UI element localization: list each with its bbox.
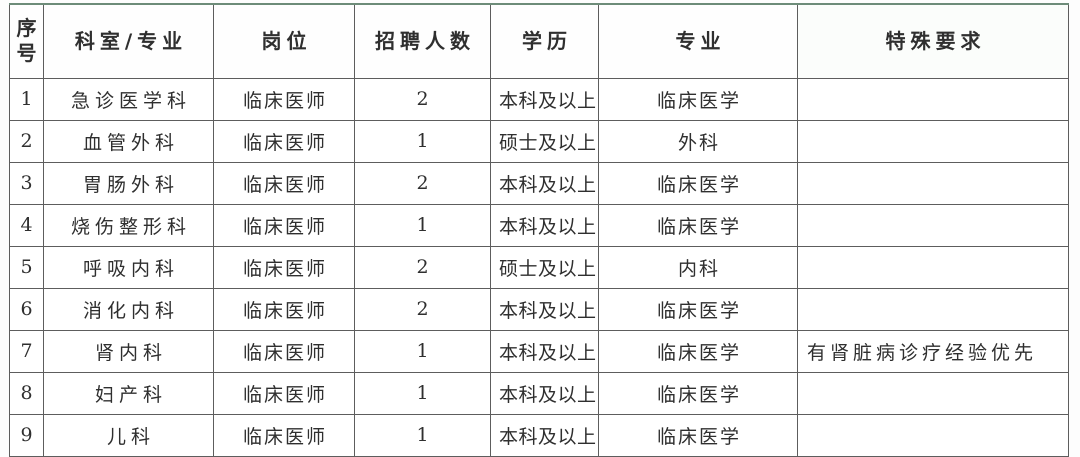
cell-major: 临床医学 <box>598 203 798 247</box>
header-row: 序号 科室/专业 岗位 招聘人数 学历 专业 特殊要求 <box>9 3 1069 79</box>
cell-major: 临床医学 <box>598 287 798 331</box>
cell-position: 临床医师 <box>213 329 355 373</box>
cell-major: 外科 <box>598 119 798 163</box>
cell-major: 内科 <box>598 245 798 289</box>
cell-department: 呼吸内科 <box>43 245 214 289</box>
cell-education: 本科及以上 <box>490 77 599 121</box>
cell-education: 本科及以上 <box>490 203 599 247</box>
cell-special <box>797 161 1069 205</box>
cell-headcount: 2 <box>354 77 491 121</box>
header-cell-major: 专业 <box>598 3 798 79</box>
cell-department: 妇产科 <box>43 371 214 415</box>
header-cell-position: 岗位 <box>213 3 355 79</box>
cell-position: 临床医师 <box>213 77 355 121</box>
cell-department: 儿科 <box>43 413 214 457</box>
cell-index: 4 <box>9 203 44 247</box>
cell-index: 7 <box>9 329 44 373</box>
cell-index: 2 <box>9 119 44 163</box>
cell-position: 临床医师 <box>213 245 355 289</box>
cell-department: 烧伤整形科 <box>43 203 214 247</box>
table-row: 8 妇产科 临床医师 1 本科及以上 临床医学 <box>9 371 1069 415</box>
cell-index: 3 <box>9 161 44 205</box>
table-row: 9 儿科 临床医师 1 本科及以上 临床医学 <box>9 413 1069 457</box>
cell-education: 硕士及以上 <box>490 245 599 289</box>
header-cell-headcount: 招聘人数 <box>354 3 491 79</box>
cell-department: 急诊医学科 <box>43 77 214 121</box>
cell-education: 本科及以上 <box>490 329 599 373</box>
cell-education: 本科及以上 <box>490 287 599 331</box>
recruitment-table: 序号 科室/专业 岗位 招聘人数 学历 专业 特殊要求 1 急诊医学科 临床医师 2 本科及以上 临床… <box>9 3 1069 457</box>
cell-headcount: 2 <box>354 161 491 205</box>
table-row: 3 胃肠外科 临床医师 2 本科及以上 临床医学 <box>9 161 1069 205</box>
table-row: 4 烧伤整形科 临床医师 1 本科及以上 临床医学 <box>9 203 1069 247</box>
cell-index: 8 <box>9 371 44 415</box>
cell-position: 临床医师 <box>213 371 355 415</box>
cell-education: 本科及以上 <box>490 161 599 205</box>
cell-major: 临床医学 <box>598 371 798 415</box>
cell-special <box>797 203 1069 247</box>
table-row: 2 血管外科 临床医师 1 硕士及以上 外科 <box>9 119 1069 163</box>
cell-special <box>797 413 1069 457</box>
header-cell-education: 学历 <box>490 3 599 79</box>
cell-position: 临床医师 <box>213 203 355 247</box>
cell-major: 临床医学 <box>598 413 798 457</box>
table-body: 1 急诊医学科 临床医师 2 本科及以上 临床医学 2 血管外科 临床医师 1 硕士及以上 外科 3 胃肠… <box>9 77 1069 457</box>
cell-special <box>797 287 1069 331</box>
header-cell-index: 序号 <box>9 3 44 79</box>
cell-major: 临床医学 <box>598 161 798 205</box>
cell-department: 胃肠外科 <box>43 161 214 205</box>
cell-education: 硕士及以上 <box>490 119 599 163</box>
header-cell-department: 科室/专业 <box>43 3 214 79</box>
cell-department: 消化内科 <box>43 287 214 331</box>
cell-major: 临床医学 <box>598 77 798 121</box>
header-cell-special: 特殊要求 <box>797 3 1069 79</box>
cell-department: 肾内科 <box>43 329 214 373</box>
cell-index: 1 <box>9 77 44 121</box>
cell-position: 临床医师 <box>213 413 355 457</box>
table-row: 1 急诊医学科 临床医师 2 本科及以上 临床医学 <box>9 77 1069 121</box>
cell-department: 血管外科 <box>43 119 214 163</box>
cell-headcount: 1 <box>354 371 491 415</box>
cell-index: 5 <box>9 245 44 289</box>
table-row: 6 消化内科 临床医师 2 本科及以上 临床医学 <box>9 287 1069 331</box>
cell-major: 临床医学 <box>598 329 798 373</box>
cell-position: 临床医师 <box>213 119 355 163</box>
recruitment-table-wrapper: 序号 科室/专业 岗位 招聘人数 学历 专业 特殊要求 1 急诊医学科 临床医师 2 本科及以上 临床… <box>9 3 1069 457</box>
cell-special <box>797 245 1069 289</box>
cell-index: 9 <box>9 413 44 457</box>
cell-headcount: 1 <box>354 329 491 373</box>
cell-headcount: 1 <box>354 413 491 457</box>
cell-special: 有肾脏病诊疗经验优先 <box>797 329 1069 373</box>
cell-headcount: 2 <box>354 287 491 331</box>
cell-position: 临床医师 <box>213 161 355 205</box>
cell-special <box>797 119 1069 163</box>
cell-index: 6 <box>9 287 44 331</box>
cell-special <box>797 371 1069 415</box>
cell-education: 本科及以上 <box>490 413 599 457</box>
cell-education: 本科及以上 <box>490 371 599 415</box>
cell-headcount: 2 <box>354 245 491 289</box>
cell-headcount: 1 <box>354 119 491 163</box>
table-row: 7 肾内科 临床医师 1 本科及以上 临床医学 有肾脏病诊疗经验优先 <box>9 329 1069 373</box>
cell-position: 临床医师 <box>213 287 355 331</box>
cell-headcount: 1 <box>354 203 491 247</box>
cell-special <box>797 77 1069 121</box>
table-row: 5 呼吸内科 临床医师 2 硕士及以上 内科 <box>9 245 1069 289</box>
